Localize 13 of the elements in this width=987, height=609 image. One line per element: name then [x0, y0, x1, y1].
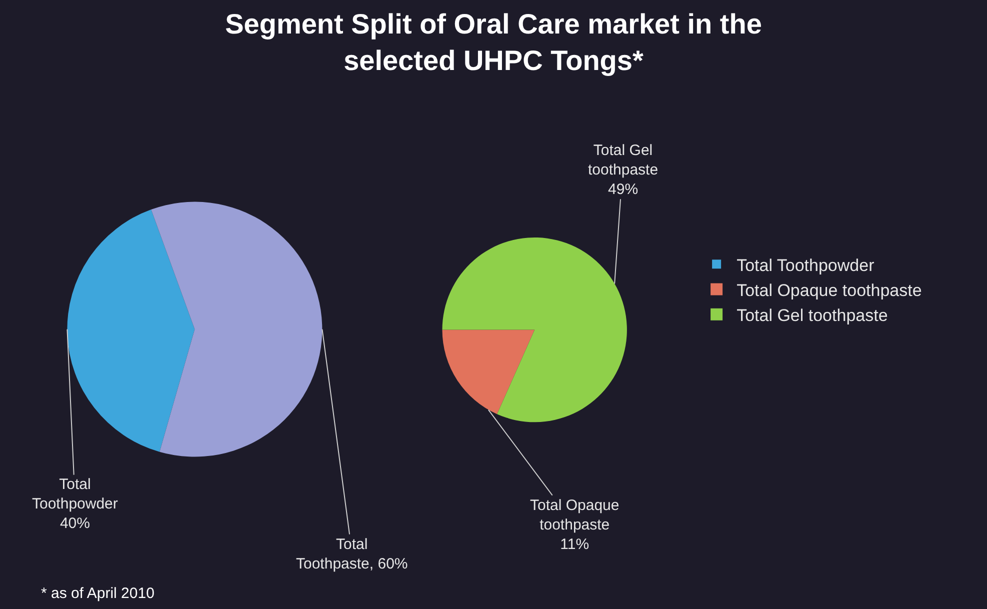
data-label: Total Toothpaste, 60% [296, 536, 408, 572]
text: * as of April 2010 [41, 585, 154, 602]
data-label: Total Toothpowder 40% [32, 476, 118, 532]
data-label: Total Opaque toothpaste 11% [530, 497, 620, 553]
chart-title: Segment Split of Oral Care market in the selected UHPC Tongs* [225, 8, 762, 76]
legend-label: Total Gel toothpaste [736, 306, 888, 325]
legend-label: Total Toothpowder [736, 256, 875, 275]
data-label: Total Gel toothpaste 49% [588, 142, 658, 198]
pie-slice [67, 209, 195, 452]
pie-slice [442, 237, 627, 422]
pie-slice [151, 202, 322, 457]
legend-label: Total Opaque toothpaste [736, 280, 922, 300]
pie-slice [442, 330, 535, 414]
